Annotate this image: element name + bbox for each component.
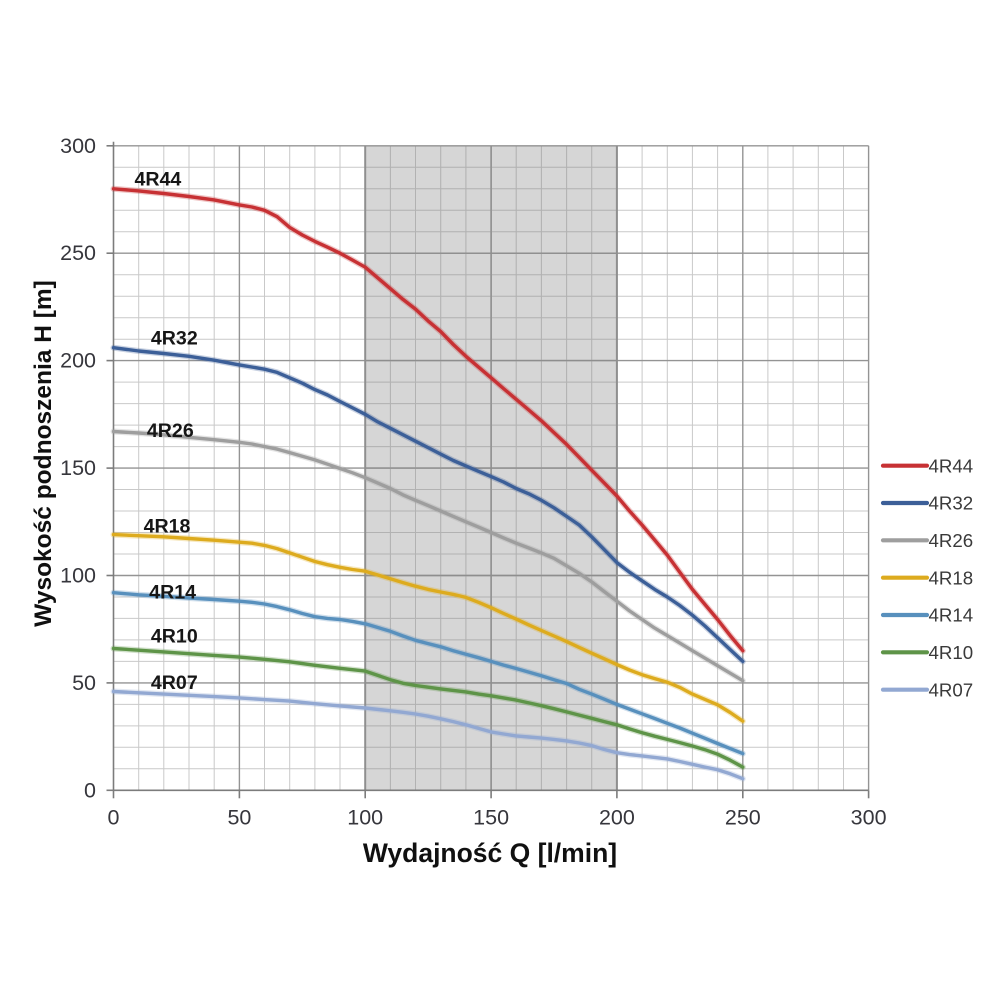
svg-text:100: 100 [60, 564, 96, 588]
svg-text:200: 200 [599, 806, 635, 830]
svg-text:4R14: 4R14 [149, 582, 196, 604]
svg-text:50: 50 [227, 806, 251, 830]
svg-text:0: 0 [84, 778, 96, 802]
svg-text:Wysokość podnoszenia H [m]: Wysokość podnoszenia H [m] [30, 280, 57, 627]
svg-text:150: 150 [60, 456, 96, 480]
svg-text:4R44: 4R44 [134, 168, 181, 190]
svg-text:150: 150 [473, 806, 509, 830]
svg-text:250: 250 [60, 241, 96, 265]
svg-text:Wydajność Q [l/min]: Wydajność Q [l/min] [363, 838, 617, 868]
svg-text:4R18: 4R18 [144, 516, 191, 538]
svg-text:4R10: 4R10 [151, 626, 198, 648]
svg-text:250: 250 [725, 806, 761, 830]
svg-text:200: 200 [60, 349, 96, 373]
svg-text:4R10: 4R10 [929, 642, 974, 663]
svg-text:4R32: 4R32 [151, 328, 198, 350]
svg-text:100: 100 [347, 806, 383, 830]
svg-text:4R07: 4R07 [151, 672, 198, 694]
svg-text:4R07: 4R07 [929, 679, 974, 700]
svg-text:0: 0 [108, 806, 120, 830]
svg-text:4R32: 4R32 [929, 493, 974, 514]
svg-text:4R26: 4R26 [929, 530, 974, 551]
svg-text:4R18: 4R18 [929, 567, 974, 588]
svg-text:300: 300 [60, 134, 96, 158]
svg-text:4R44: 4R44 [929, 455, 974, 476]
svg-text:50: 50 [72, 671, 96, 695]
svg-text:4R14: 4R14 [929, 605, 974, 626]
svg-text:4R26: 4R26 [147, 420, 194, 442]
svg-text:300: 300 [851, 806, 887, 830]
